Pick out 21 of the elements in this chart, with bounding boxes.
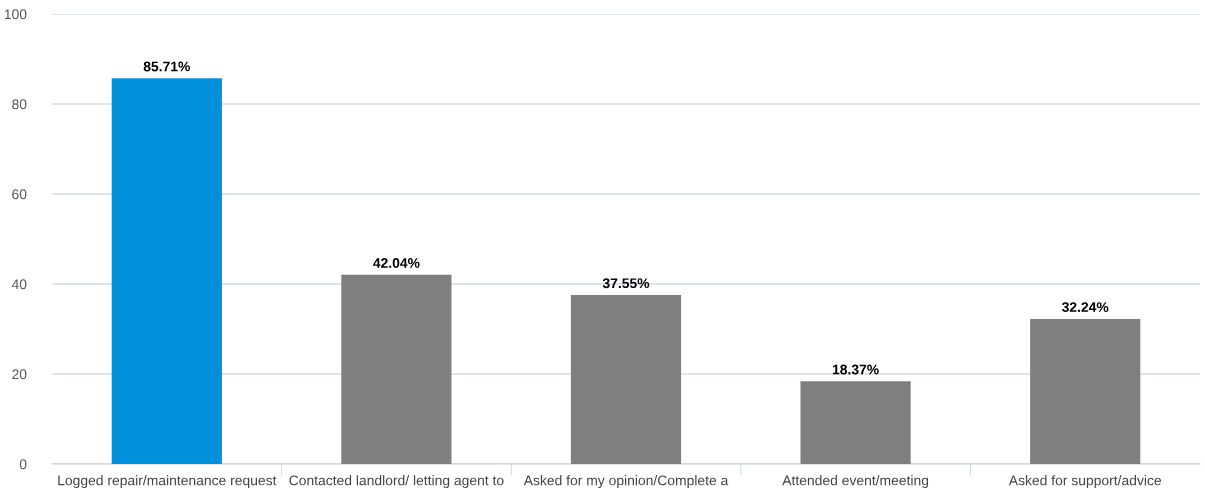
x-tick-label: Asked for my opinion/Complete a	[523, 475, 729, 489]
y-tick-label: 40	[11, 279, 27, 290]
data-label: 32.24%	[1061, 302, 1109, 313]
x-tick-label: Logged repair/maintenance request	[58, 475, 277, 489]
y-tick-label: 0	[19, 459, 27, 470]
data-label: 42.04%	[373, 258, 420, 268]
x-tick-label: Attended event/meeting	[782, 475, 929, 489]
y-tick-label: 100	[4, 9, 27, 20]
bar	[1030, 318, 1141, 464]
y-tick-label: 20	[12, 369, 27, 380]
data-label: 18.37%	[832, 364, 879, 375]
y-tick-label: 80	[12, 99, 27, 110]
data-label: 37.55%	[602, 278, 650, 289]
x-tick-label: Contacted landlord/ letting agent to	[289, 475, 504, 489]
bar	[570, 295, 682, 464]
y-tick-label: 60	[12, 189, 27, 200]
bar	[111, 78, 222, 464]
x-tick-label: Asked for support/advice	[1008, 475, 1162, 489]
bar	[800, 381, 911, 464]
data-label: 85.71%	[143, 61, 190, 72]
bar	[341, 274, 452, 464]
